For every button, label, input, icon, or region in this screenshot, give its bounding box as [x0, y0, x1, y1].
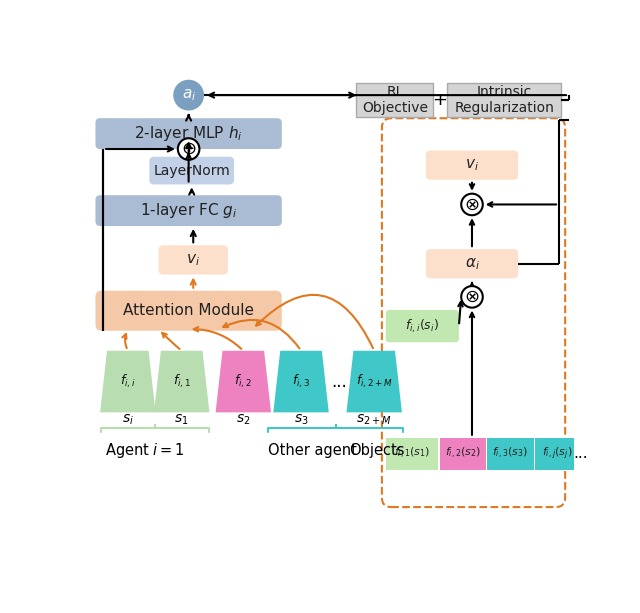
Text: $v_i$: $v_i$: [465, 158, 479, 173]
FancyBboxPatch shape: [426, 249, 518, 278]
Bar: [440, 438, 486, 470]
Text: $\otimes$: $\otimes$: [464, 196, 480, 213]
Text: $f_{i,i}(s_i)$: $f_{i,i}(s_i)$: [405, 318, 440, 335]
Text: $f_{i,2+M}$: $f_{i,2+M}$: [356, 373, 393, 390]
Text: 2-layer MLP $h_i$: 2-layer MLP $h_i$: [134, 124, 243, 143]
Text: $f_{i,2}(s_2)$: $f_{i,2}(s_2)$: [445, 446, 481, 462]
Text: $f_{i,1}(s_1)$: $f_{i,1}(s_1)$: [394, 446, 430, 462]
Circle shape: [173, 80, 204, 110]
Text: $\otimes$: $\otimes$: [464, 288, 480, 306]
Text: $\alpha_i$: $\alpha_i$: [465, 256, 479, 272]
Text: $f_{i,3}(s_3)$: $f_{i,3}(s_3)$: [492, 446, 529, 462]
Text: $f_{i,i}$: $f_{i,i}$: [120, 373, 136, 390]
Text: Agent $i=1$: Agent $i=1$: [105, 441, 184, 460]
Text: $s_1$: $s_1$: [175, 413, 189, 427]
Bar: [356, 83, 433, 116]
Text: RL
Objective: RL Objective: [362, 85, 428, 115]
Circle shape: [461, 194, 483, 215]
Text: $\oplus$: $\oplus$: [181, 140, 196, 158]
FancyBboxPatch shape: [95, 118, 282, 149]
Bar: [488, 438, 534, 470]
Text: $v_i$: $v_i$: [186, 252, 200, 268]
Text: +: +: [432, 91, 447, 109]
Text: ...: ...: [573, 446, 588, 462]
Text: $f_{i,3}$: $f_{i,3}$: [292, 373, 310, 390]
Text: $s_2$: $s_2$: [236, 413, 250, 427]
Text: Intrinsic
Regularization: Intrinsic Regularization: [454, 85, 554, 115]
Text: Other agent: Other agent: [268, 443, 357, 459]
Text: $f_{i,1}$: $f_{i,1}$: [173, 373, 191, 390]
Circle shape: [461, 286, 483, 308]
Polygon shape: [346, 351, 402, 413]
Polygon shape: [216, 351, 271, 413]
Text: $s_i$: $s_i$: [122, 413, 134, 427]
Text: $s_3$: $s_3$: [294, 413, 308, 427]
FancyBboxPatch shape: [382, 118, 565, 507]
Polygon shape: [100, 351, 156, 413]
FancyBboxPatch shape: [149, 157, 234, 185]
Text: $f_{i,2}$: $f_{i,2}$: [234, 373, 252, 390]
Text: LayerNorm: LayerNorm: [154, 164, 230, 178]
Circle shape: [178, 139, 200, 160]
Text: ...: ...: [331, 373, 347, 390]
Polygon shape: [154, 351, 209, 413]
FancyBboxPatch shape: [95, 195, 282, 226]
Bar: [447, 83, 561, 116]
Polygon shape: [273, 351, 329, 413]
Text: $f_{i,j}(s_j)$: $f_{i,j}(s_j)$: [542, 446, 572, 462]
Text: Objects: Objects: [349, 443, 405, 459]
FancyBboxPatch shape: [426, 151, 518, 180]
Bar: [535, 438, 579, 470]
Text: $a_i$: $a_i$: [182, 87, 196, 103]
FancyBboxPatch shape: [95, 291, 282, 331]
FancyBboxPatch shape: [159, 245, 228, 275]
Bar: [386, 438, 438, 470]
Text: $s_{2+M}$: $s_{2+M}$: [356, 413, 392, 427]
Text: Attention Module: Attention Module: [123, 303, 254, 318]
FancyBboxPatch shape: [386, 310, 459, 342]
Text: 1-layer FC $g_i$: 1-layer FC $g_i$: [140, 201, 237, 220]
